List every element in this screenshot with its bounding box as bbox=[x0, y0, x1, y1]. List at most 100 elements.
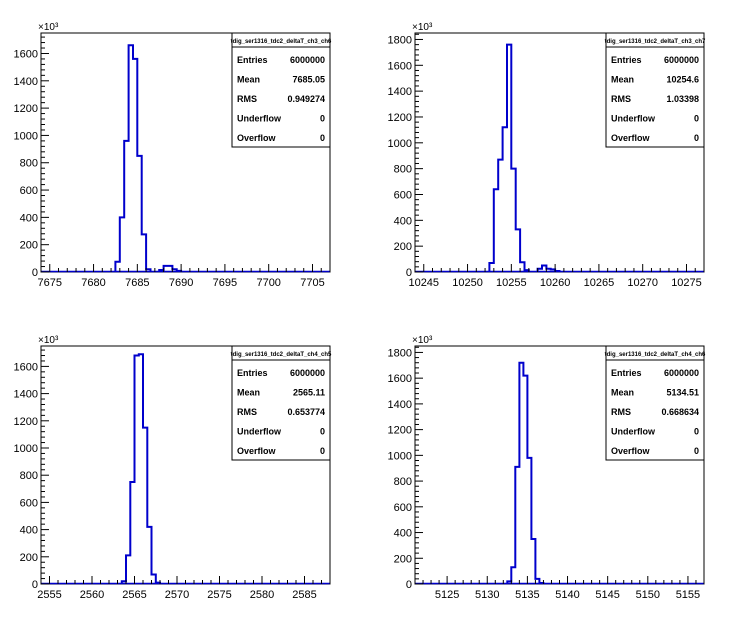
histogram-pad-3: 2555 2560 2565 2570 2575 2580 2585 0 200 400 600 80… bbox=[14, 335, 333, 601]
y-tick-label: 200 bbox=[394, 553, 412, 565]
stat-value: 6000000 bbox=[290, 55, 325, 65]
stat-value: 0 bbox=[320, 427, 325, 437]
histogram-pad-1: 7675 7680 7685 7690 7695 7700 7705 0 200 400 600 80… bbox=[14, 22, 333, 289]
stat-value: 0.668634 bbox=[661, 407, 699, 417]
y-tick-label: 400 bbox=[394, 215, 412, 227]
stat-label: Underflow bbox=[611, 114, 656, 124]
y-tick-label: 1000 bbox=[388, 450, 412, 462]
stat-value: 0 bbox=[694, 133, 699, 143]
x-tick-label: 10250 bbox=[452, 277, 483, 289]
stat-label: Overflow bbox=[237, 446, 277, 456]
x-tick-label: 5135 bbox=[515, 589, 539, 601]
x-tick-label: 2570 bbox=[165, 589, 189, 601]
stat-value: 0 bbox=[320, 133, 325, 143]
y-tick-label: 400 bbox=[20, 212, 38, 224]
y-tick-label: 1600 bbox=[14, 48, 38, 60]
histogram-title: tdig_ser1316_tdc2_deltaT_ch4_ch6 bbox=[605, 352, 706, 358]
y-multiplier-label: ×10³ bbox=[412, 22, 433, 33]
histogram-line bbox=[488, 43, 561, 272]
stat-label: Overflow bbox=[611, 133, 651, 143]
x-tick-label: 5145 bbox=[595, 589, 619, 601]
x-tick-label: 10260 bbox=[540, 277, 571, 289]
stat-value: 0.949274 bbox=[287, 94, 325, 104]
stat-label: Underflow bbox=[611, 427, 656, 437]
stat-value: 1.03398 bbox=[666, 94, 699, 104]
y-tick-label: 200 bbox=[20, 240, 38, 252]
y-multiplier-label: ×10³ bbox=[38, 22, 59, 33]
x-tick-label: 10245 bbox=[408, 277, 439, 289]
stat-label: Mean bbox=[237, 75, 260, 85]
y-tick-label: 1400 bbox=[388, 399, 412, 411]
y-tick-label: 1000 bbox=[14, 443, 38, 455]
x-tick-label: 5130 bbox=[475, 589, 499, 601]
x-tick-label: 2580 bbox=[250, 589, 274, 601]
y-tick-label: 800 bbox=[20, 158, 38, 170]
stat-value: 0 bbox=[320, 446, 325, 456]
y-tick-label: 0 bbox=[406, 267, 412, 279]
y-tick-label: 1200 bbox=[388, 425, 412, 437]
y-tick-label: 400 bbox=[20, 525, 38, 537]
stat-label: Entries bbox=[237, 368, 268, 378]
y-tick-label: 1600 bbox=[388, 60, 412, 72]
stat-label: Overflow bbox=[611, 446, 651, 456]
histogram-pad-2: 10245 10250 10255 10260 10265 10270 10275 0 200 4… bbox=[388, 22, 707, 289]
stat-label: Entries bbox=[611, 368, 642, 378]
histogram-line bbox=[506, 361, 545, 584]
stat-value: 6000000 bbox=[664, 368, 699, 378]
x-tick-label: 7690 bbox=[169, 277, 193, 289]
x-tick-label: 2585 bbox=[292, 589, 316, 601]
stat-value: 0 bbox=[694, 427, 699, 437]
x-tick-label: 2575 bbox=[207, 589, 231, 601]
y-tick-label: 1800 bbox=[388, 34, 412, 46]
y-tick-label: 1400 bbox=[14, 76, 38, 88]
y-tick-label: 1800 bbox=[388, 347, 412, 359]
stat-value: 2565.11 bbox=[293, 388, 325, 398]
stat-value: 10254.6 bbox=[666, 75, 699, 85]
stat-value: 5134.51 bbox=[666, 388, 699, 398]
y-tick-label: 0 bbox=[32, 267, 38, 279]
stats-box bbox=[231, 345, 331, 461]
x-tick-label: 5125 bbox=[435, 589, 459, 601]
x-tick-label: 7695 bbox=[213, 277, 237, 289]
y-multiplier-label: ×10³ bbox=[38, 335, 59, 346]
y-tick-label: 1000 bbox=[14, 130, 38, 142]
x-tick-label: 5155 bbox=[676, 589, 700, 601]
y-tick-label: 1600 bbox=[14, 361, 38, 373]
stats-box bbox=[231, 32, 331, 148]
x-tick-label: 7680 bbox=[81, 277, 105, 289]
x-tick-label: 7700 bbox=[256, 277, 280, 289]
y-tick-label: 800 bbox=[20, 470, 38, 482]
y-tick-label: 600 bbox=[20, 497, 38, 509]
stat-value: 7685.05 bbox=[292, 75, 325, 85]
stat-label: Mean bbox=[237, 388, 260, 398]
stat-value: 0 bbox=[320, 114, 325, 124]
stats-box bbox=[605, 345, 705, 461]
x-tick-label: 10255 bbox=[496, 277, 527, 289]
x-tick-label: 5140 bbox=[555, 589, 579, 601]
y-tick-label: 1200 bbox=[14, 416, 38, 428]
y-multiplier-label: ×10³ bbox=[412, 335, 433, 346]
stat-label: Underflow bbox=[237, 427, 282, 437]
stat-value: 6000000 bbox=[290, 368, 325, 378]
y-tick-label: 600 bbox=[20, 185, 38, 197]
histogram-line bbox=[114, 44, 183, 272]
stat-label: RMS bbox=[237, 407, 257, 417]
stat-label: Underflow bbox=[237, 114, 282, 124]
y-tick-label: 400 bbox=[394, 528, 412, 540]
stat-label: Entries bbox=[611, 55, 642, 65]
y-tick-label: 200 bbox=[20, 552, 38, 564]
stat-label: Mean bbox=[611, 75, 634, 85]
stats-box bbox=[605, 32, 705, 148]
histogram-title: tdig_ser1316_tdc2_deltaT_ch3_ch6 bbox=[231, 39, 332, 45]
x-tick-label: 10265 bbox=[584, 277, 615, 289]
y-tick-label: 1600 bbox=[388, 373, 412, 385]
histogram-title: tdig_ser1316_tdc2_deltaT_ch4_ch5 bbox=[231, 352, 332, 358]
histogram-pad-4: 5125 5130 5135 5140 5145 5150 5155 0 200 400 600 80… bbox=[388, 335, 707, 601]
y-tick-label: 1200 bbox=[14, 103, 38, 115]
histogram-title: tdig_ser1316_tdc2_deltaT_ch3_ch7 bbox=[605, 39, 706, 45]
x-tick-label: 7685 bbox=[125, 277, 149, 289]
stat-label: Mean bbox=[611, 388, 634, 398]
y-tick-label: 0 bbox=[32, 579, 38, 591]
x-tick-label: 2560 bbox=[80, 589, 104, 601]
